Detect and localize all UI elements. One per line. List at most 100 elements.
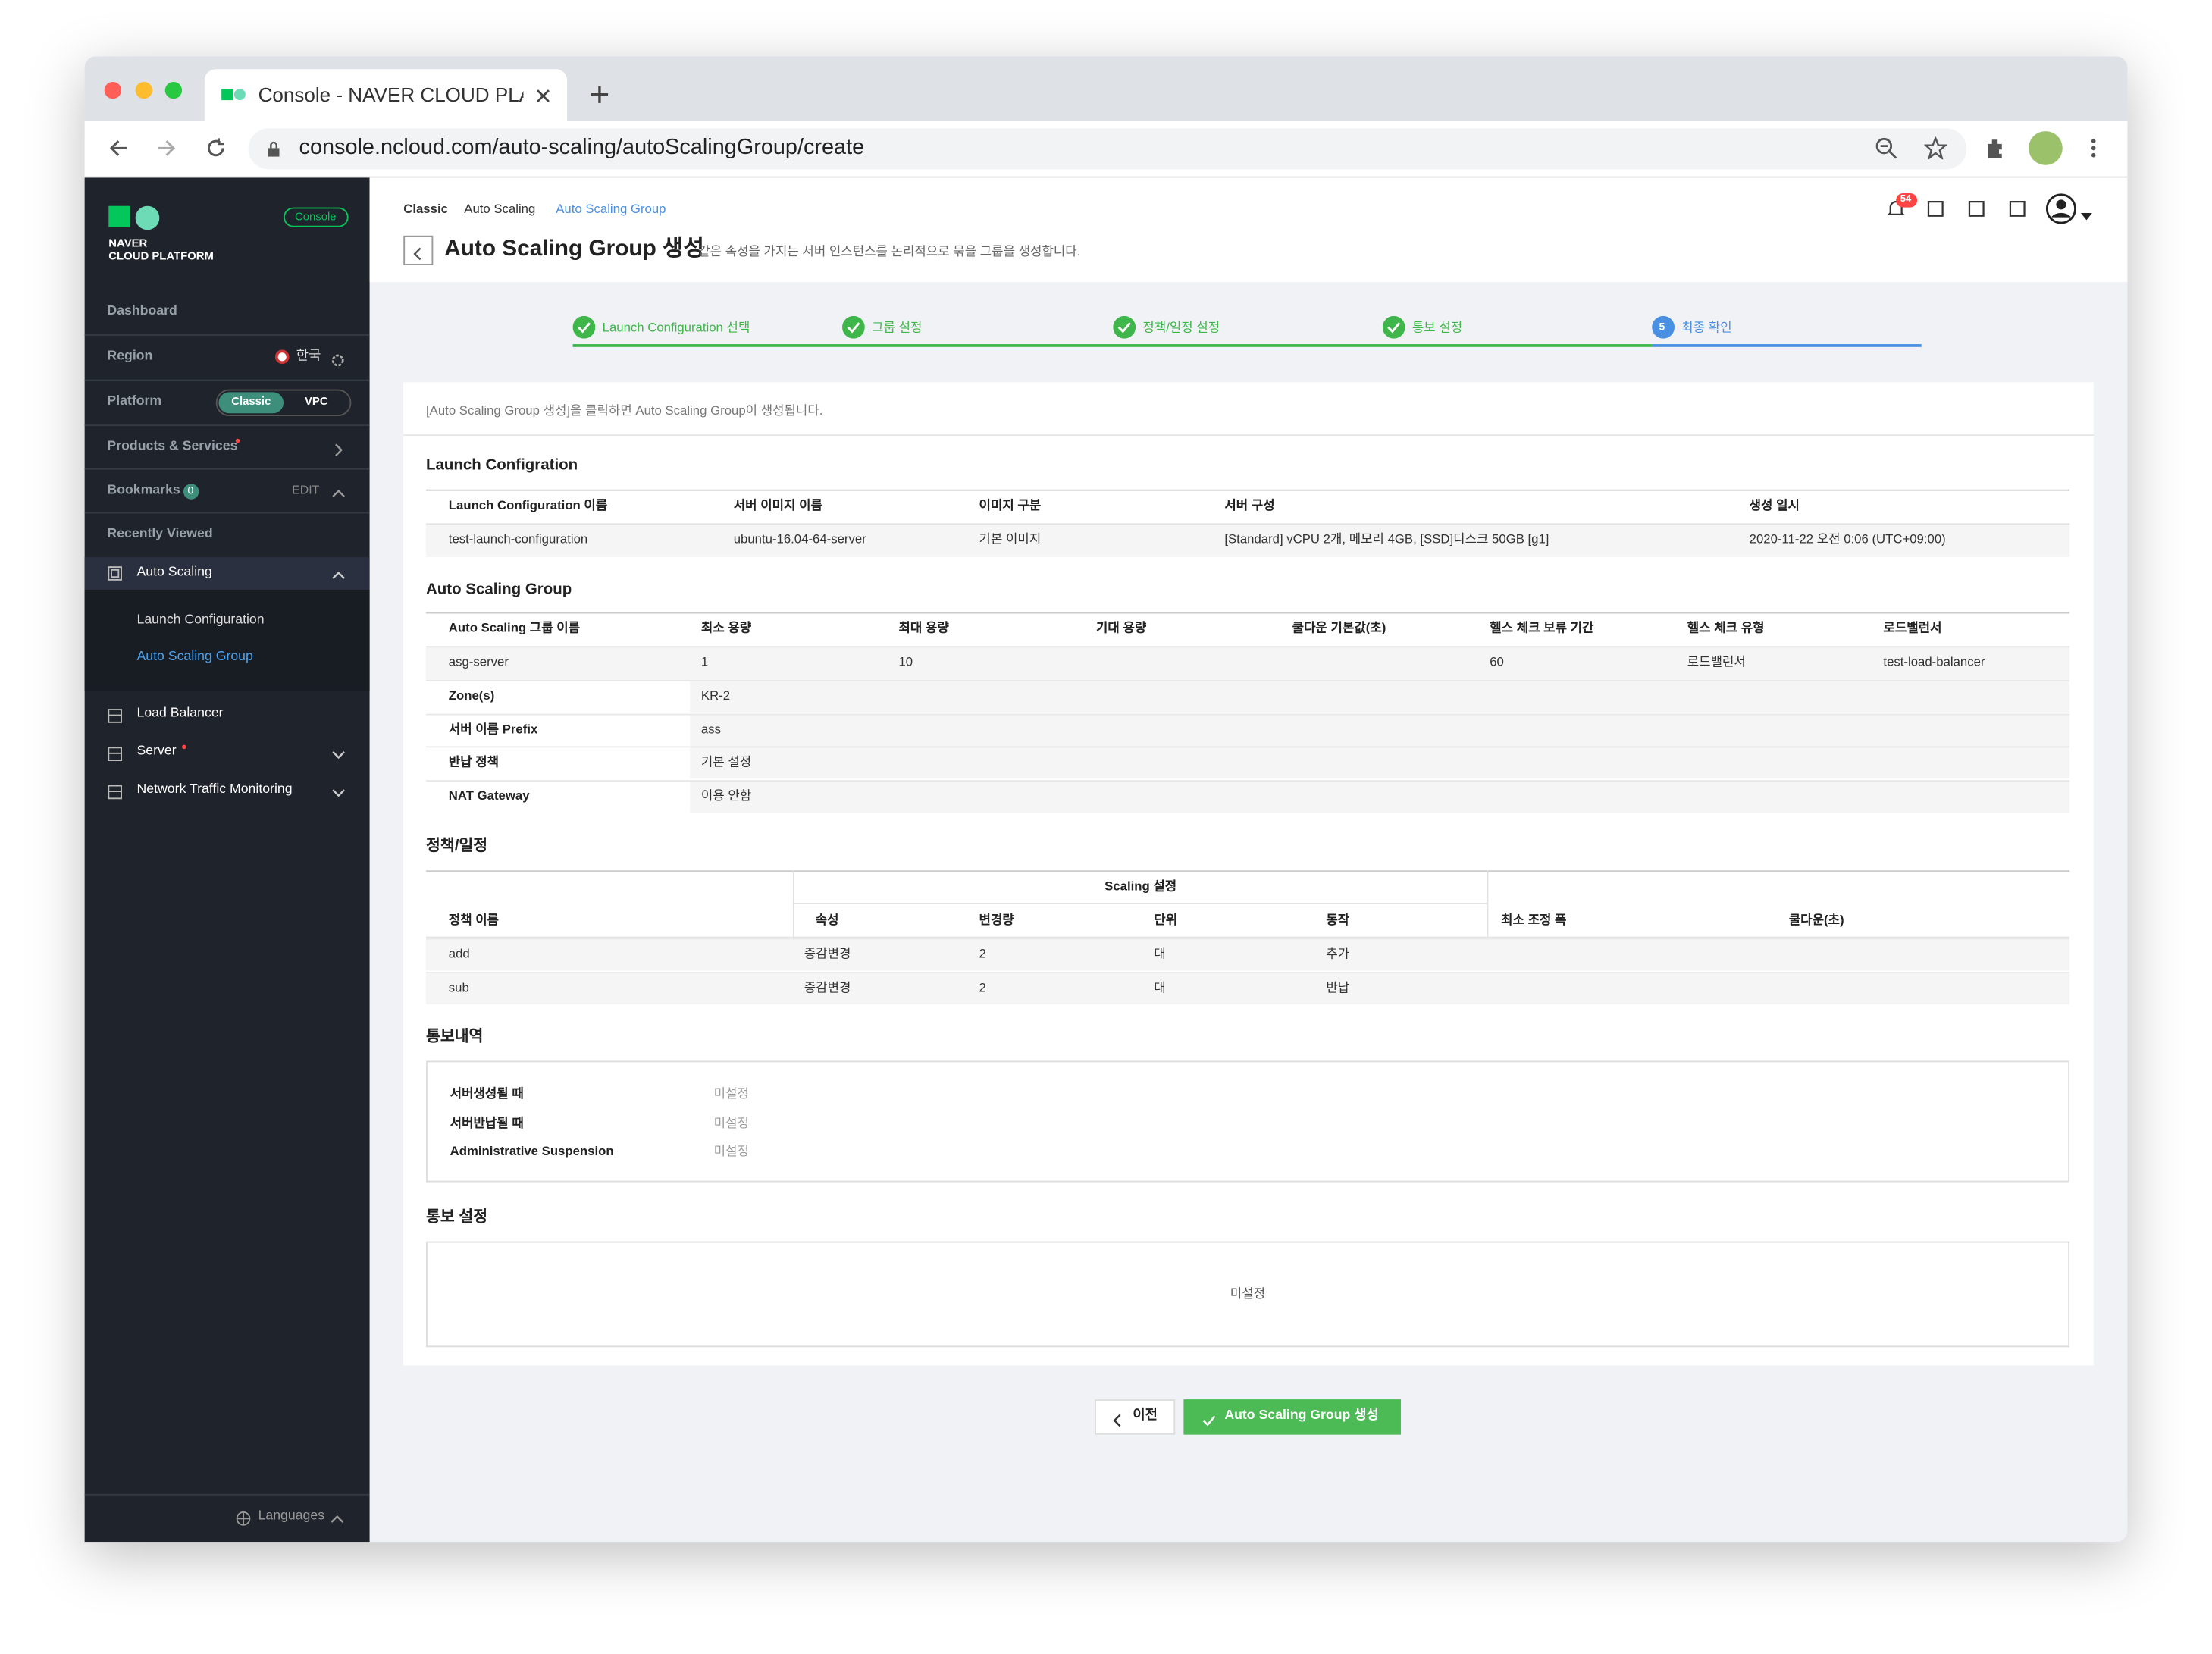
column-header: 변경량 [979, 913, 1014, 927]
cell: 기본 이미지 [979, 531, 1042, 547]
calendar [1968, 199, 1985, 217]
breadcrumb[interactable]: Auto Scaling [464, 202, 536, 216]
notify-setting-value: 미설정 [1230, 1286, 1266, 1301]
prev-button[interactable] [1095, 1399, 1176, 1435]
submenu-item[interactable]: Launch Configuration [136, 612, 265, 628]
menu-item[interactable]: Server [136, 743, 177, 760]
cell: 증감변경 [804, 979, 851, 995]
table-border [426, 870, 2070, 872]
step-check [842, 315, 865, 339]
chevron [331, 744, 346, 760]
tab[interactable] [204, 69, 568, 122]
notify-value: 미설정 [713, 1085, 749, 1101]
step-line [572, 344, 1653, 346]
cell: add [448, 946, 470, 961]
detail-value: ass [700, 722, 722, 736]
cell: 반납 [1326, 979, 1350, 995]
step-number: 5 [1659, 320, 1665, 334]
platform-option[interactable]: Classic [231, 395, 271, 408]
cell: 10 [898, 654, 913, 669]
menu [2085, 137, 2102, 160]
cell: sub [448, 979, 469, 995]
section-title: 정책/일정 [426, 838, 488, 855]
column-header: 속성 [815, 913, 839, 927]
table-border [426, 489, 2070, 491]
column-header: 최대 용량 [898, 620, 949, 635]
header [369, 177, 2128, 283]
menu-item[interactable]: Load Balancer [136, 705, 224, 721]
column-header: 서버 구성 [1224, 497, 1275, 512]
lock [267, 139, 281, 157]
step-label: Launch Configuration 선택 [602, 320, 750, 335]
platform-toggle [215, 389, 352, 416]
logo-mark [108, 205, 130, 227]
products[interactable]: Products & Services [107, 438, 238, 455]
logo-text: NAVER [108, 237, 148, 250]
detail-label: 반납 정책 [448, 755, 500, 769]
cell: 증감변경 [804, 946, 851, 961]
group-header: Scaling 설정 [1104, 879, 1177, 894]
detail-value: 이용 안함 [700, 788, 752, 804]
menu-item[interactable]: Network Traffic Monitoring [136, 781, 293, 797]
submenu-item-active[interactable]: Auto Scaling Group [136, 649, 253, 665]
chevron [1111, 1409, 1125, 1427]
detail-label: NAT Gateway [448, 788, 530, 804]
create-button[interactable] [1183, 1399, 1401, 1435]
notify-value: 미설정 [713, 1115, 749, 1129]
column-header: 쿨다운(초) [1788, 913, 1844, 927]
window-button[interactable] [135, 81, 152, 99]
cell: 2 [979, 946, 986, 961]
menu-icon [107, 744, 122, 762]
platform-active[interactable] [218, 392, 284, 414]
step-check [1113, 315, 1136, 339]
page-title: Auto Scaling Group 생성 [444, 237, 704, 262]
row-bg [690, 780, 2070, 813]
column-header: Auto Scaling 그룹 이름 [448, 620, 581, 635]
row-bg [426, 523, 2070, 558]
section-title: 통보내역 [426, 1028, 484, 1046]
bookmarks[interactable]: Bookmarks [107, 482, 180, 498]
notify-label: 서버반납될 때 [450, 1115, 524, 1129]
address-bar[interactable] [248, 128, 1967, 170]
detail-label: 서버 이름 Prefix [448, 722, 538, 736]
step-label: 정책/일정 설정 [1142, 320, 1220, 335]
console-badge [284, 207, 349, 227]
window-button[interactable] [104, 81, 122, 99]
tab-title: Console - NAVER CLOUD PLAT [258, 84, 524, 105]
chevron [331, 439, 346, 456]
profile[interactable] [2029, 131, 2063, 165]
breadcrumb[interactable]: Classic [403, 202, 448, 216]
languages[interactable]: Languages [258, 1508, 325, 1524]
recently-viewed: Recently Viewed [107, 526, 213, 542]
cell: 2020-11-22 오전 0:06 (UTC+09:00) [1749, 531, 1946, 547]
column-header: 헬스 체크 보류 기간 [1490, 620, 1594, 635]
step-current [1652, 315, 1675, 339]
row-bg [690, 747, 2070, 779]
column-header: Launch Configuration 이름 [448, 497, 608, 512]
bookmarks-count: 0 [187, 484, 194, 497]
red-dot [235, 438, 240, 443]
doc [2009, 199, 2026, 217]
platform-option[interactable]: VPC [304, 395, 328, 408]
close-tab [534, 86, 551, 103]
check [1202, 1409, 1217, 1427]
forward [155, 137, 178, 160]
sidebar [84, 177, 370, 1543]
window-button[interactable] [164, 81, 183, 99]
zoom [1875, 137, 1897, 160]
notification-count[interactable]: 54 [1900, 194, 1912, 205]
dashboard[interactable]: Dashboard [107, 303, 177, 319]
menu-item[interactable]: Auto Scaling [136, 564, 212, 580]
cell: 로드밸런서 [1687, 654, 1746, 669]
red-dot [182, 744, 186, 750]
cell: 60 [1490, 654, 1504, 669]
separator [84, 379, 370, 381]
chevron [411, 243, 425, 261]
region-value[interactable]: 한국 [296, 348, 321, 365]
panel [426, 1060, 2070, 1183]
step-label: 통보 설정 [1411, 320, 1463, 335]
cell: 1 [700, 654, 709, 669]
column-header: 정책 이름 [448, 913, 500, 927]
edit[interactable]: EDIT [292, 482, 320, 497]
